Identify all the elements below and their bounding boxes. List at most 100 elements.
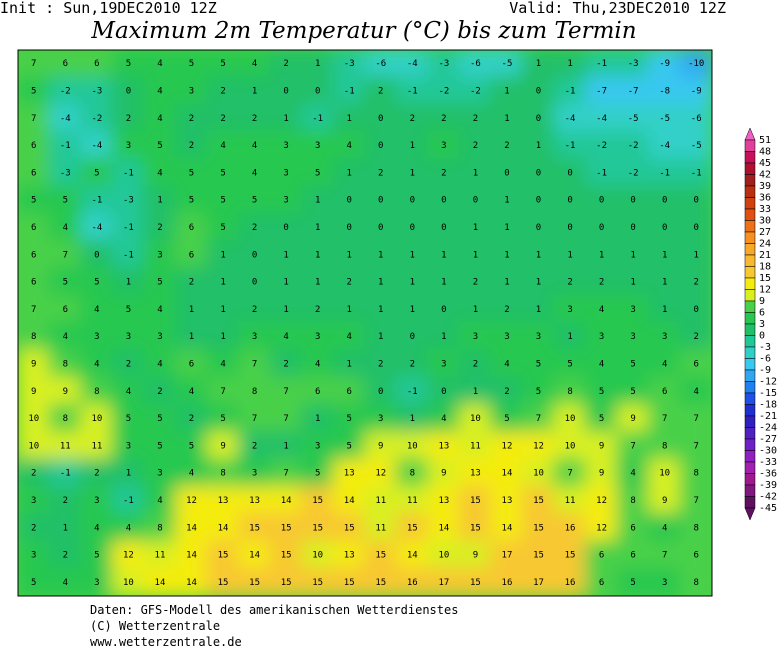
value-label: 3: [599, 332, 604, 342]
value-label: 2: [63, 496, 68, 506]
field-cell: [427, 431, 461, 461]
value-label: -1: [312, 114, 323, 124]
value-label: 2: [504, 305, 509, 315]
field-cell: [206, 485, 240, 516]
field-cell: [237, 130, 272, 161]
value-label: 2: [473, 359, 478, 369]
field-cell: [237, 540, 272, 570]
field-cell: [679, 403, 712, 434]
value-label: 11: [375, 496, 386, 506]
value-label: 3: [252, 332, 257, 342]
value-label: 16: [502, 578, 513, 588]
value-label: 6: [31, 168, 36, 178]
field-cell: [237, 240, 272, 270]
field-cell: [364, 212, 398, 243]
value-label: -1: [60, 141, 71, 151]
value-label: 2: [126, 114, 131, 124]
field-cell: [521, 458, 556, 488]
field-cell: [18, 185, 51, 215]
value-label: 7: [694, 414, 699, 424]
field-cell: [111, 158, 146, 188]
value-label: 3: [94, 496, 99, 506]
field-cell: [332, 294, 366, 324]
colorbar-label: -24: [759, 423, 777, 434]
field-cell: [332, 376, 366, 406]
value-label: 1: [315, 250, 320, 260]
field-cell: [616, 158, 650, 188]
field-cell: [584, 513, 619, 543]
field-cell: [584, 130, 619, 161]
value-label: 5: [504, 414, 509, 424]
field-cell: [174, 185, 209, 215]
value-label: 6: [31, 141, 36, 151]
value-label: 15: [533, 551, 544, 561]
field-cell: [269, 240, 303, 270]
value-label: 6: [31, 278, 36, 288]
value-label: 4: [157, 496, 162, 506]
field-cell: [206, 130, 240, 161]
value-label: 7: [31, 305, 36, 315]
field-cell: [458, 240, 493, 270]
colorbar-label: 51: [759, 135, 771, 146]
field-cell: [269, 540, 303, 570]
value-label: 3: [315, 441, 320, 451]
value-label: 1: [630, 250, 635, 260]
value-label: 3: [126, 141, 131, 151]
value-label: 15: [312, 496, 323, 506]
value-label: 13: [249, 496, 260, 506]
value-label: -5: [659, 114, 670, 124]
value-label: 5: [536, 359, 541, 369]
value-label: 2: [63, 551, 68, 561]
value-label: 0: [441, 196, 446, 206]
field-cell: [490, 130, 524, 161]
colorbar-label: 15: [759, 273, 771, 284]
field-cell: [679, 376, 712, 406]
value-label: 7: [63, 250, 68, 260]
field-cell: [174, 158, 209, 188]
field-cell: [364, 76, 398, 106]
value-label: 1: [567, 250, 572, 260]
value-label: 15: [249, 523, 260, 533]
field-cell: [616, 403, 650, 434]
field-cell: [584, 103, 619, 133]
value-label: 1: [315, 59, 320, 69]
value-label: 1: [315, 414, 320, 424]
value-label: 4: [189, 387, 194, 397]
value-label: 1: [473, 250, 478, 260]
field-cell: [300, 103, 335, 133]
field-cell: [458, 76, 493, 106]
field-cell: [427, 376, 461, 406]
field-cell: [48, 158, 83, 188]
field-cell: [427, 158, 461, 188]
field-cell: [174, 567, 209, 596]
value-label: 0: [694, 223, 699, 233]
value-label: -3: [60, 168, 71, 178]
value-label: 8: [31, 332, 36, 342]
value-label: 4: [157, 305, 162, 315]
value-label: 0: [378, 196, 383, 206]
field-cell: [237, 103, 272, 133]
field-cell: [458, 212, 493, 243]
field-cell: [427, 185, 461, 215]
field-cell: [48, 513, 83, 543]
value-label: 10: [123, 578, 134, 588]
field-cell: [395, 103, 430, 133]
value-label: -1: [565, 86, 576, 96]
value-label: 9: [220, 441, 225, 451]
footer-url: www.wetterzentrale.de: [90, 635, 242, 648]
field-cell: [458, 485, 493, 516]
field-cell: [237, 458, 272, 488]
field-cell: [490, 76, 524, 106]
colorbar-label: 24: [759, 239, 771, 250]
value-label: 1: [220, 250, 225, 260]
value-label: 2: [473, 114, 478, 124]
field-cell: [143, 403, 177, 434]
field-cell: [269, 158, 303, 188]
colorbar-label: -36: [759, 469, 777, 480]
value-label: -8: [659, 86, 670, 96]
value-label: 1: [536, 141, 541, 151]
field-cell: [395, 50, 430, 79]
value-label: 4: [504, 359, 509, 369]
value-label: 7: [31, 114, 36, 124]
value-label: -9: [659, 59, 670, 69]
